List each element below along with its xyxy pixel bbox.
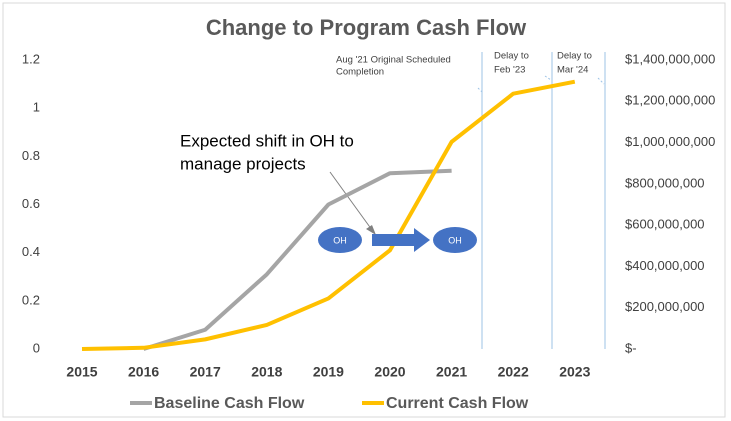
- x-tick-label: 2018: [251, 364, 282, 380]
- oh-shape: [433, 227, 477, 253]
- y2-tick-label: $1,200,000,000: [625, 93, 715, 108]
- milestone-pointer: [544, 75, 552, 81]
- shift-arrow: [372, 228, 430, 252]
- annotation: OH: [448, 235, 462, 245]
- x-tick-label: 2021: [436, 364, 467, 380]
- annotation: Aug '21 Original Scheduled: [336, 55, 451, 66]
- y2-tick-label: $400,000,000: [625, 258, 705, 273]
- y-tick-label: 1: [33, 100, 40, 115]
- y-tick-label: 0: [33, 340, 40, 355]
- y-tick-label: 0.6: [22, 196, 40, 211]
- y2-tick-label: $1,000,000,000: [625, 134, 715, 149]
- y-tick-label: 1.2: [22, 51, 40, 66]
- y2-tick-label: $600,000,000: [625, 217, 705, 232]
- annotation: manage projects: [180, 154, 306, 173]
- y2-tick-label: $200,000,000: [625, 299, 705, 314]
- milestone-pointer: [477, 87, 483, 93]
- x-tick-label: 2015: [66, 364, 97, 380]
- x-tick-label: 2016: [128, 364, 159, 380]
- annotation: Delay to: [494, 51, 529, 62]
- annotation: Feb '23: [494, 65, 525, 76]
- y-tick-label: 0.2: [22, 292, 40, 307]
- callout-pointer: [329, 171, 373, 231]
- y2-tick-label: $800,000,000: [625, 175, 705, 190]
- y2-tick-label: $1,400,000,000: [625, 51, 715, 66]
- annotation: Completion: [336, 67, 384, 78]
- legend-label: Current Cash Flow: [386, 395, 529, 412]
- x-tick-label: 2017: [190, 364, 221, 380]
- series-line: [143, 168, 452, 351]
- annotation: Expected shift in OH to: [180, 131, 354, 150]
- x-tick-label: 2022: [498, 364, 529, 380]
- chart-title: Change to Program Cash Flow: [206, 15, 527, 40]
- callout-arrowhead: [366, 225, 376, 235]
- x-tick-label: 2023: [559, 364, 590, 380]
- y-tick-label: 0.4: [22, 244, 40, 259]
- y2-tick-label: $-: [625, 340, 637, 355]
- oh-shape: [318, 227, 362, 253]
- series-line: [81, 79, 576, 351]
- x-tick-label: 2020: [374, 364, 405, 380]
- y-tick-label: 0.8: [22, 148, 40, 163]
- annotation: OH: [333, 235, 347, 245]
- annotation: Delay to: [557, 51, 592, 62]
- x-tick-label: 2019: [313, 364, 344, 380]
- milestone-pointer: [597, 77, 605, 85]
- legend-label: Baseline Cash Flow: [154, 395, 305, 412]
- annotation: Mar '24: [557, 65, 588, 76]
